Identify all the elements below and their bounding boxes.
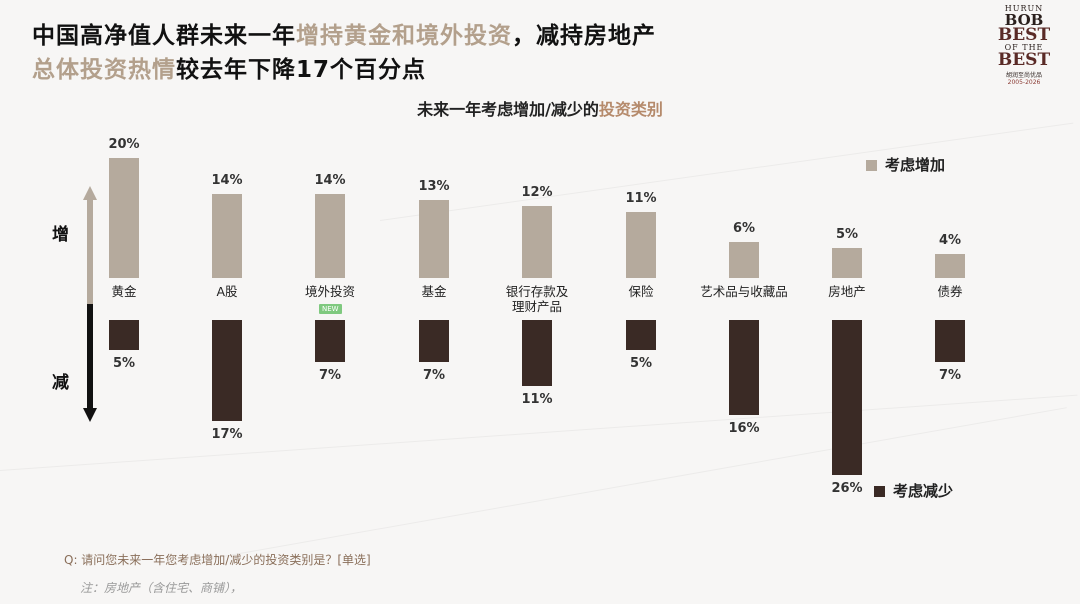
headline-line-2: 总体投资热情较去年下降17个百分点	[32, 50, 426, 84]
legend-swatch-increase	[866, 160, 877, 171]
bar-decrease	[832, 320, 862, 475]
category-label: 境外投资	[275, 284, 385, 299]
bar-increase	[832, 248, 862, 278]
hurun-best-of-best-logo: HURUN BOB BEST OF THE BEST 胡润至尚优品 2005-2…	[986, 4, 1062, 96]
category-label-line: 黄金	[111, 284, 137, 299]
new-badge: NEW	[319, 304, 342, 314]
logo-brand: HURUN	[1004, 4, 1044, 13]
bar-decrease	[419, 320, 449, 362]
arrow-down-icon	[83, 408, 97, 422]
data-label-increase: 14%	[211, 173, 243, 188]
bar-increase	[729, 242, 759, 278]
data-label-decrease: 5%	[629, 355, 653, 371]
data-label-decrease: 17%	[211, 427, 243, 443]
headline-highlight: 总体投资热情	[32, 57, 176, 83]
data-label-decrease: 5%	[112, 355, 136, 371]
chart-title-highlight: 投资类别	[598, 100, 663, 119]
category-label-line: 债券	[937, 284, 963, 299]
category-label: 基金	[379, 284, 489, 299]
data-label-decrease: 26%	[831, 480, 863, 496]
bar-decrease	[109, 320, 139, 350]
logo-of-the: OF THE	[1004, 43, 1044, 52]
bar-decrease	[315, 320, 345, 362]
bar-increase	[522, 206, 552, 278]
bar-decrease	[212, 320, 242, 422]
headline-text: ，减持房地产	[512, 23, 656, 49]
legend-label: 考虑减少	[893, 482, 954, 500]
axis-label-decrease: 减	[52, 373, 69, 393]
data-label-increase: 4%	[938, 233, 962, 248]
headline-text: 中国高净值人群未来一年	[32, 23, 296, 49]
category-label-line: 基金	[421, 284, 447, 299]
data-label-increase: 11%	[625, 191, 657, 206]
category-label: 黄金	[69, 284, 179, 299]
bar-decrease	[626, 320, 656, 350]
chart-title: 未来一年考虑增加/减少的投资类别	[0, 96, 1080, 120]
data-label-decrease: 7%	[938, 367, 962, 383]
category-label-line: 理财产品	[511, 299, 562, 314]
logo-chinese: 胡润至尚优品	[1005, 72, 1042, 79]
bar-increase	[419, 200, 449, 278]
arrow-shaft-down	[87, 304, 93, 410]
category-label-line: 房地产	[828, 284, 866, 299]
logo-years: 2005-2026	[1007, 79, 1041, 86]
logo-best: BEST	[997, 25, 1051, 45]
category-label-line: A股	[216, 284, 238, 299]
category-label-line: 境外投资	[304, 284, 355, 299]
category-label-line: 保险	[628, 284, 654, 299]
data-label-decrease: 11%	[521, 391, 553, 407]
category-label-line: 艺术品与收藏品	[700, 284, 788, 299]
arrow-up-icon	[83, 186, 97, 200]
data-label-decrease: 7%	[318, 367, 342, 383]
category-label: 房地产	[792, 284, 902, 299]
category-label: 艺术品与收藏品	[689, 284, 799, 299]
bar-increase	[109, 158, 139, 278]
legend-increase: 考虑增加	[866, 154, 945, 175]
bar-increase	[315, 194, 345, 278]
bar-decrease	[729, 320, 759, 416]
bar-decrease	[522, 320, 552, 386]
survey-question: Q: 请问您未来一年您考虑增加/减少的投资类别是？[单选]	[64, 553, 371, 567]
bar-decrease	[935, 320, 965, 362]
logo-bob: BOB	[1004, 11, 1044, 29]
bar-increase	[212, 194, 242, 278]
logo-best: BEST	[997, 50, 1051, 70]
bar-increase	[626, 212, 656, 278]
category-label: A股	[172, 284, 282, 299]
axis-label-increase: 增	[52, 225, 69, 245]
category-label: 银行存款及 理财产品	[482, 284, 592, 314]
data-label-decrease: 16%	[728, 421, 760, 437]
legend-decrease: 考虑减少	[874, 480, 953, 501]
data-label-increase: 13%	[418, 179, 450, 194]
data-label-increase: 20%	[108, 137, 140, 152]
category-label: 保险	[586, 284, 696, 299]
legend-swatch-decrease	[874, 486, 885, 497]
data-label-increase: 5%	[835, 227, 859, 242]
footnote: 注：房地产（含住宅、商铺），	[80, 581, 243, 595]
headline-text: 较去年下降17个百分点	[176, 57, 427, 83]
data-label-decrease: 7%	[422, 367, 446, 383]
bar-increase	[935, 254, 965, 278]
data-label-increase: 6%	[732, 221, 756, 236]
headline-highlight: 增持黄金和境外投资	[296, 23, 512, 49]
arrow-shaft-up	[87, 198, 93, 304]
category-label: 债券	[895, 284, 1005, 299]
background-line	[380, 122, 1074, 221]
data-label-increase: 12%	[521, 185, 553, 200]
headline-line-1: 中国高净值人群未来一年增持黄金和境外投资，减持房地产	[32, 16, 656, 50]
chart-title-text: 未来一年考虑增加/减少的	[417, 100, 599, 119]
category-label-line: 银行存款及	[505, 284, 569, 299]
data-label-increase: 14%	[314, 173, 346, 188]
legend-label: 考虑增加	[885, 156, 946, 174]
